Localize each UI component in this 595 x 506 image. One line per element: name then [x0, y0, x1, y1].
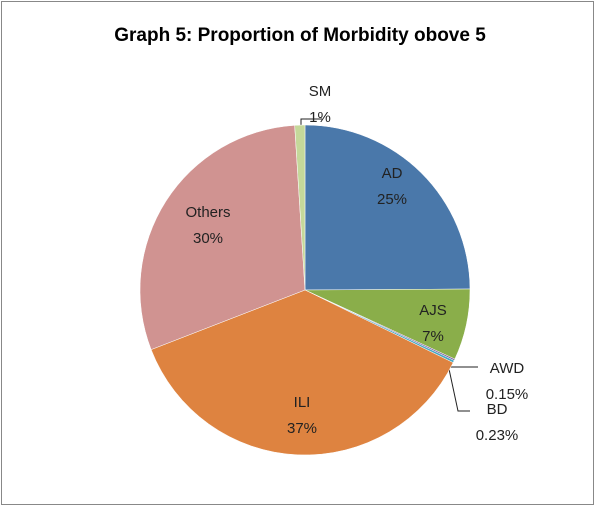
slice-value-label: 30% — [193, 230, 223, 247]
slice-value-label: 37% — [287, 420, 317, 437]
slice-label: AWD — [490, 360, 525, 377]
pie-slice — [150, 289, 454, 456]
slice-label: Others — [185, 204, 230, 221]
leader-line — [448, 368, 470, 412]
slice-value-label: 25% — [377, 191, 407, 208]
pie-slice — [139, 125, 306, 350]
slice-value-label: 1% — [309, 109, 331, 126]
slice-value-label: 0.23% — [476, 427, 519, 444]
slice-label: AJS — [419, 302, 447, 319]
leader-line — [300, 118, 322, 125]
pie-slice — [294, 124, 306, 291]
chart-title: Graph 5: Proportion of Morbidity obove 5 — [114, 25, 486, 46]
slice-label: AD — [382, 165, 403, 182]
slice-label: ILI — [294, 394, 311, 411]
pie-slice — [304, 124, 471, 291]
slice-label: BD — [487, 401, 508, 418]
slice-value-label: 0.15% — [486, 386, 529, 403]
slice-label: SM — [309, 83, 332, 100]
slice-value-label: 7% — [422, 328, 444, 345]
